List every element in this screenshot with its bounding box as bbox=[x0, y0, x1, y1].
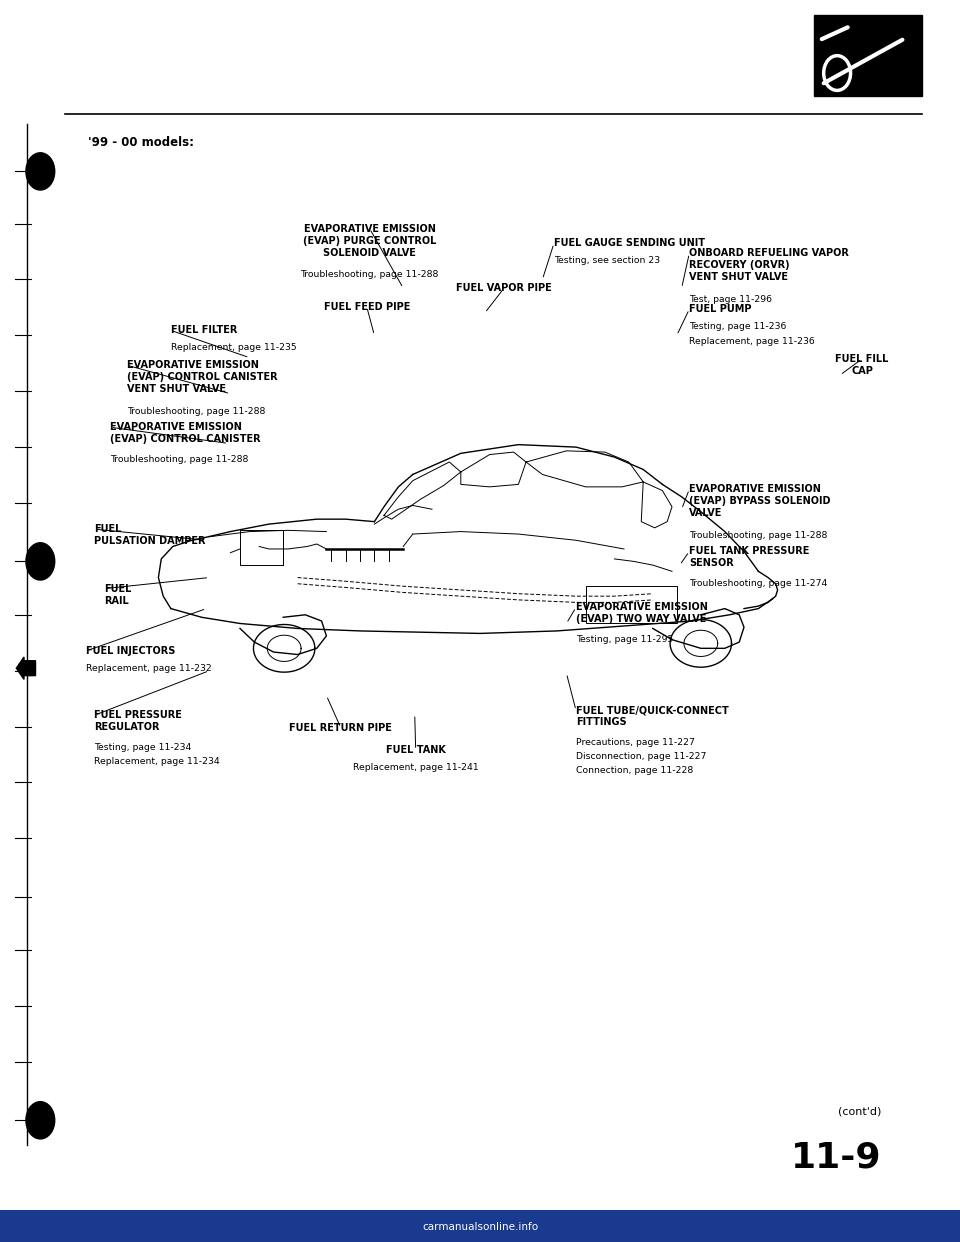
Text: Replacement, page 11-241: Replacement, page 11-241 bbox=[353, 763, 478, 773]
Text: FUEL INJECTORS: FUEL INJECTORS bbox=[86, 646, 176, 656]
Text: EVAPORATIVE EMISSION
(EVAP) PURGE CONTROL
SOLENOID VALVE: EVAPORATIVE EMISSION (EVAP) PURGE CONTRO… bbox=[303, 224, 436, 257]
Text: EVAPORATIVE EMISSION
(EVAP) CONTROL CANISTER: EVAPORATIVE EMISSION (EVAP) CONTROL CANI… bbox=[110, 422, 261, 445]
Text: FUEL
RAIL: FUEL RAIL bbox=[104, 584, 132, 606]
Text: FUEL FILTER: FUEL FILTER bbox=[171, 325, 237, 335]
Text: Troubleshooting, page 11-288: Troubleshooting, page 11-288 bbox=[110, 455, 249, 463]
Text: FUEL RETURN PIPE: FUEL RETURN PIPE bbox=[289, 723, 393, 733]
Circle shape bbox=[26, 1102, 55, 1139]
Text: FUEL TUBE/QUICK-CONNECT
FITTINGS: FUEL TUBE/QUICK-CONNECT FITTINGS bbox=[576, 705, 729, 728]
Text: FUEL
PULSATION DAMPER: FUEL PULSATION DAMPER bbox=[94, 524, 205, 546]
Text: FUEL TANK PRESSURE
SENSOR: FUEL TANK PRESSURE SENSOR bbox=[689, 546, 809, 569]
Text: ONBOARD REFUELING VAPOR
RECOVERY (ORVR)
VENT SHUT VALVE: ONBOARD REFUELING VAPOR RECOVERY (ORVR) … bbox=[689, 248, 850, 282]
Text: Troubleshooting, page 11-288: Troubleshooting, page 11-288 bbox=[300, 271, 439, 279]
Text: FUEL PUMP: FUEL PUMP bbox=[689, 304, 752, 314]
FancyBboxPatch shape bbox=[0, 1210, 960, 1242]
Text: Troubleshooting, page 11-288: Troubleshooting, page 11-288 bbox=[689, 532, 828, 540]
FancyArrow shape bbox=[16, 657, 36, 679]
Text: Troubleshooting, page 11-274: Troubleshooting, page 11-274 bbox=[689, 579, 828, 587]
Circle shape bbox=[26, 153, 55, 190]
Text: Precautions, page 11-227: Precautions, page 11-227 bbox=[576, 738, 695, 746]
Text: FUEL GAUGE SENDING UNIT: FUEL GAUGE SENDING UNIT bbox=[554, 238, 705, 248]
FancyBboxPatch shape bbox=[814, 15, 922, 96]
Text: (cont'd): (cont'd) bbox=[838, 1107, 881, 1117]
Text: Testing, page 11-234: Testing, page 11-234 bbox=[94, 743, 191, 751]
Text: Replacement, page 11-232: Replacement, page 11-232 bbox=[86, 663, 212, 673]
Text: carmanualsonline.info: carmanualsonline.info bbox=[422, 1222, 538, 1232]
Text: EVAPORATIVE EMISSION
(EVAP) CONTROL CANISTER
VENT SHUT VALVE: EVAPORATIVE EMISSION (EVAP) CONTROL CANI… bbox=[127, 360, 277, 394]
Circle shape bbox=[26, 543, 55, 580]
Text: FUEL FILL
CAP: FUEL FILL CAP bbox=[835, 354, 889, 376]
Text: Testing, see section 23: Testing, see section 23 bbox=[554, 256, 660, 266]
Text: FUEL TANK: FUEL TANK bbox=[386, 745, 445, 755]
Text: Troubleshooting, page 11-288: Troubleshooting, page 11-288 bbox=[127, 407, 265, 416]
Text: 11-9: 11-9 bbox=[791, 1140, 881, 1175]
Text: FUEL PRESSURE
REGULATOR: FUEL PRESSURE REGULATOR bbox=[94, 710, 182, 733]
Text: '99 - 00 models:: '99 - 00 models: bbox=[88, 137, 194, 149]
Text: Testing, page 11-236: Testing, page 11-236 bbox=[689, 322, 786, 332]
Text: Replacement, page 11-236: Replacement, page 11-236 bbox=[689, 337, 815, 345]
Text: Test, page 11-296: Test, page 11-296 bbox=[689, 294, 772, 304]
Text: Disconnection, page 11-227: Disconnection, page 11-227 bbox=[576, 753, 707, 761]
Text: Replacement, page 11-235: Replacement, page 11-235 bbox=[171, 343, 297, 353]
Text: FUEL VAPOR PIPE: FUEL VAPOR PIPE bbox=[456, 283, 552, 293]
Text: Replacement, page 11-234: Replacement, page 11-234 bbox=[94, 758, 220, 766]
Text: EVAPORATIVE EMISSION
(EVAP) BYPASS SOLENOID
VALVE: EVAPORATIVE EMISSION (EVAP) BYPASS SOLEN… bbox=[689, 484, 830, 518]
Text: FUEL FEED PIPE: FUEL FEED PIPE bbox=[324, 302, 410, 312]
Text: Testing, page 11-295: Testing, page 11-295 bbox=[576, 635, 673, 643]
Text: Connection, page 11-228: Connection, page 11-228 bbox=[576, 766, 693, 775]
Text: EVAPORATIVE EMISSION
(EVAP) TWO WAY VALVE: EVAPORATIVE EMISSION (EVAP) TWO WAY VALV… bbox=[576, 602, 708, 625]
